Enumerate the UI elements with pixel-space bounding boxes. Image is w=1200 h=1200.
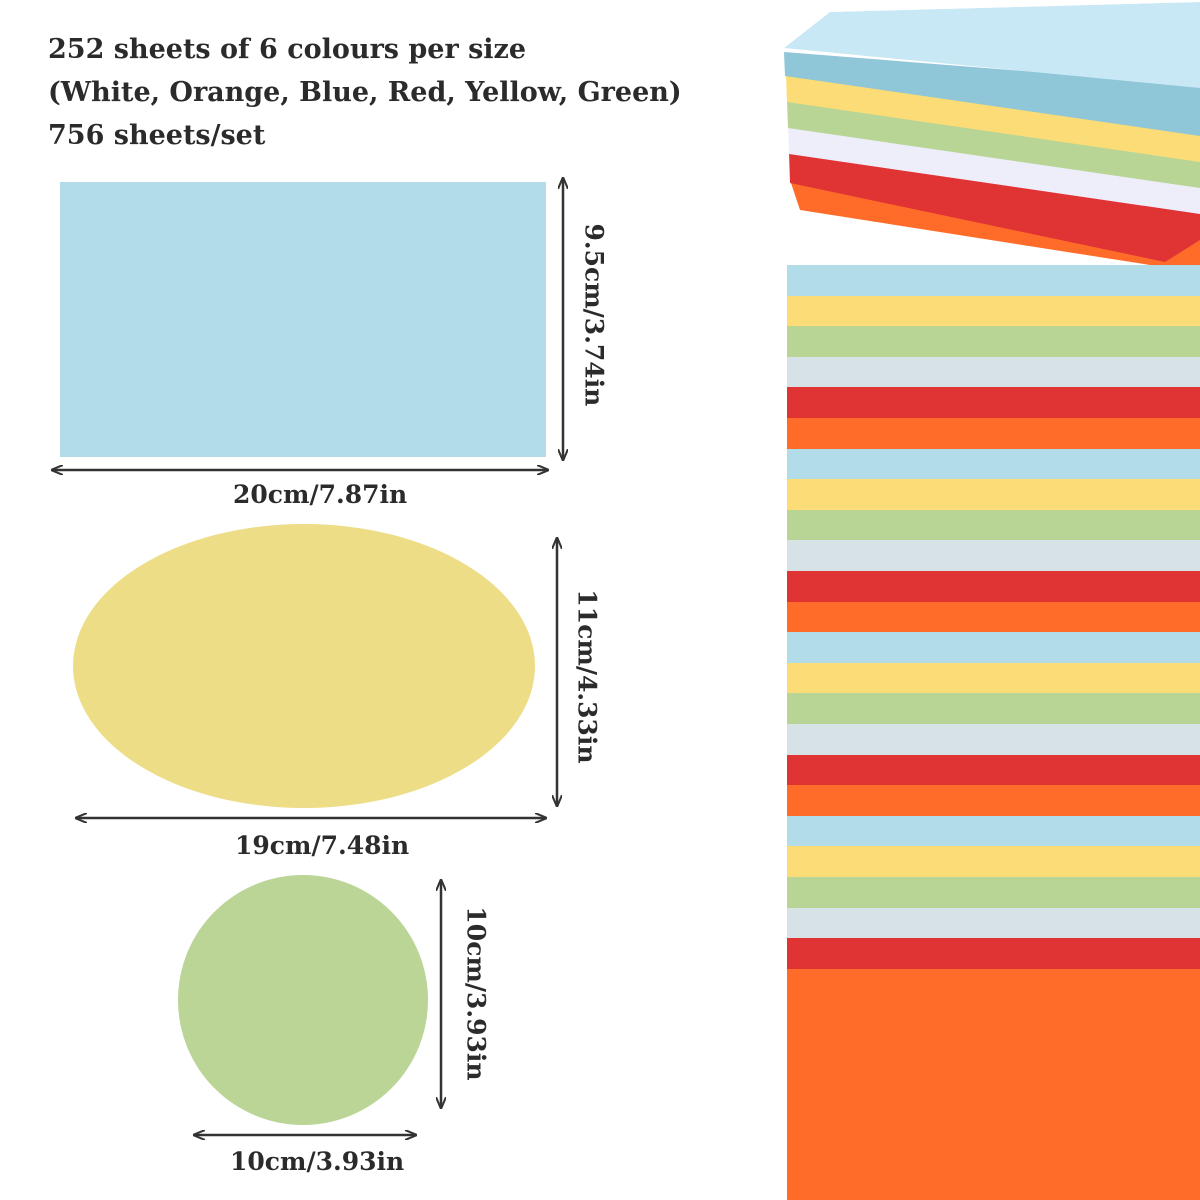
header-line-colours: (White, Orange, Blue, Red, Yellow, Green…	[48, 77, 682, 108]
paper-edge-red	[787, 938, 1200, 970]
oval-height-label: 11cm/4.33in	[572, 589, 602, 764]
paper-edge-orange	[787, 601, 1200, 633]
paper-edge-blue	[787, 265, 1200, 297]
paper-edge-white	[787, 540, 1200, 572]
paper-edge-white	[787, 724, 1200, 756]
paper-edge-white	[787, 356, 1200, 388]
paper-edge-red	[787, 754, 1200, 786]
rectangle-paper-shape	[60, 182, 546, 457]
paper-edge-yellow	[787, 846, 1200, 878]
paper-edge-red	[787, 571, 1200, 603]
paper-edge-white	[787, 907, 1200, 939]
oval-width-label: 19cm/7.48in	[235, 831, 410, 860]
paper-edge-yellow	[787, 479, 1200, 511]
circle-height-label: 10cm/3.93in	[461, 906, 491, 1081]
paper-edge-yellow	[787, 295, 1200, 327]
paper-edge-blue	[787, 448, 1200, 480]
header-line-sheets-per-size: 252 sheets of 6 colours per size	[48, 34, 527, 65]
stacked-paper-edges	[787, 265, 1200, 1200]
header-line-sheets-per-set: 756 sheets/set	[48, 120, 266, 151]
paper-edge-yellow	[787, 662, 1200, 694]
circle-paper-shape	[178, 875, 428, 1125]
paper-edge-blue	[787, 632, 1200, 664]
paper-edge-orange	[787, 968, 1200, 1200]
oval-paper-shape	[73, 524, 535, 808]
paper-edge-red	[787, 387, 1200, 419]
paper-edge-green	[787, 509, 1200, 541]
circle-width-label: 10cm/3.93in	[230, 1147, 405, 1176]
rectangle-width-label: 20cm/7.87in	[233, 480, 408, 509]
paper-edge-orange	[787, 418, 1200, 450]
paper-edge-blue	[787, 815, 1200, 847]
paper-edge-green	[787, 693, 1200, 725]
paper-edge-orange	[787, 785, 1200, 817]
paper-edge-green	[787, 326, 1200, 358]
rectangle-height-label: 9.5cm/3.74in	[579, 223, 609, 407]
paper-edge-green	[787, 877, 1200, 909]
paper-stack-photo	[780, 0, 1200, 268]
header-text: 252 sheets of 6 colours per size (White,…	[48, 28, 682, 157]
